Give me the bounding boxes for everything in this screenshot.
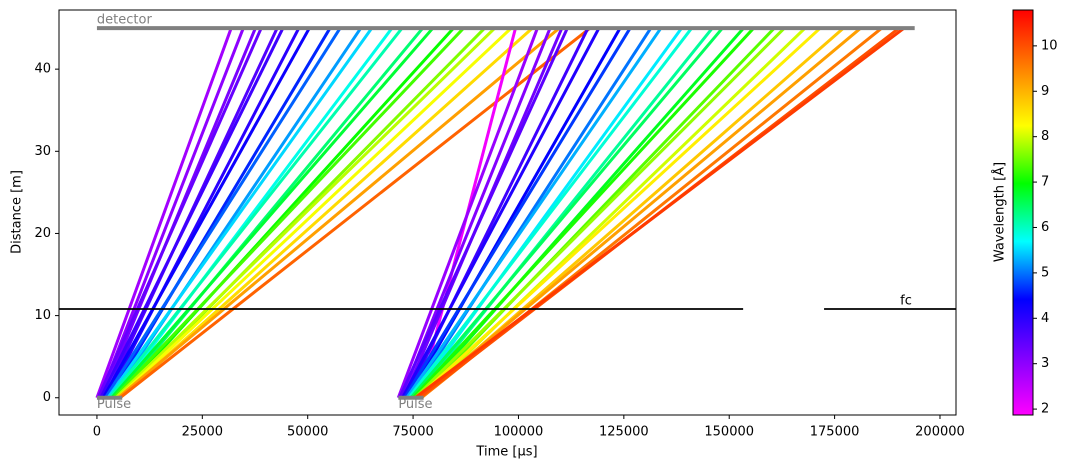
y-tick-label: 20: [34, 226, 51, 241]
ray: [110, 27, 435, 399]
ray: [116, 27, 455, 399]
colorbar-tick-label: 8: [1041, 129, 1049, 144]
ray: [409, 27, 724, 399]
ray: [409, 27, 653, 399]
y-axis-label: Distance [m]: [10, 170, 25, 254]
plot-area: [59, 26, 956, 400]
x-tick-label: 0: [93, 425, 101, 440]
ray: [104, 27, 342, 399]
ray: [418, 26, 862, 399]
ray: [96, 27, 263, 399]
colorbar-tick-label: 2: [1041, 402, 1049, 417]
ray: [414, 27, 786, 399]
y-tick-label: 40: [34, 62, 51, 77]
x-tick-label: 200000: [915, 425, 965, 440]
ray: [414, 27, 714, 399]
ray: [403, 27, 632, 399]
x-tick-label: 175000: [810, 425, 860, 440]
y-tick-label: 10: [34, 308, 51, 323]
colorbar-tick-label: 5: [1041, 265, 1049, 280]
ray: [106, 27, 373, 399]
x-tick-label: 150000: [704, 425, 754, 440]
ray: [116, 26, 513, 399]
pulse-label: Pulse: [97, 397, 131, 412]
detector-label: detector: [97, 13, 153, 28]
y-tick-label: 30: [34, 144, 51, 159]
x-tick-label: 25000: [182, 425, 223, 440]
ray: [411, 27, 755, 399]
colorbar-tick-label: 7: [1041, 175, 1049, 190]
ray: [407, 27, 622, 399]
ray: [416, 26, 822, 399]
colorbar: [1012, 9, 1034, 416]
x-tick-label: 75000: [392, 425, 433, 440]
chopper-label: fc: [900, 294, 912, 309]
x-tick-label: 50000: [287, 425, 328, 440]
ray: [405, 27, 663, 399]
ray: [98, 27, 245, 399]
ray: [117, 26, 561, 399]
ray: [108, 27, 404, 399]
x-tick-label: 125000: [599, 425, 649, 440]
ray: [119, 26, 534, 399]
colorbar-tick-label: 9: [1041, 84, 1049, 99]
x-axis-label: Time [µs]: [475, 445, 537, 460]
ray: [114, 26, 496, 399]
x-tick-label: 100000: [494, 425, 544, 440]
colorbar-label: Wavelength [Å]: [992, 162, 1008, 262]
ray: [95, 27, 233, 399]
ray: [112, 27, 465, 399]
pulse-label: Pulse: [398, 397, 432, 412]
colorbar-tick-label: 10: [1041, 38, 1058, 53]
ray: [414, 26, 906, 399]
ray: [401, 27, 601, 399]
axes-frame: [58, 9, 957, 416]
ray: [396, 27, 539, 399]
ray: [108, 27, 332, 399]
ray: [407, 27, 693, 399]
ray: [398, 27, 569, 399]
colorbar-tick-label: 3: [1041, 356, 1049, 371]
ray: [101, 27, 311, 399]
colorbar-tick-label: 6: [1041, 220, 1049, 235]
y-tick-label: 0: [43, 390, 51, 405]
ray: [119, 26, 592, 399]
ray: [99, 27, 285, 399]
colorbar-tick-label: 4: [1041, 311, 1049, 326]
